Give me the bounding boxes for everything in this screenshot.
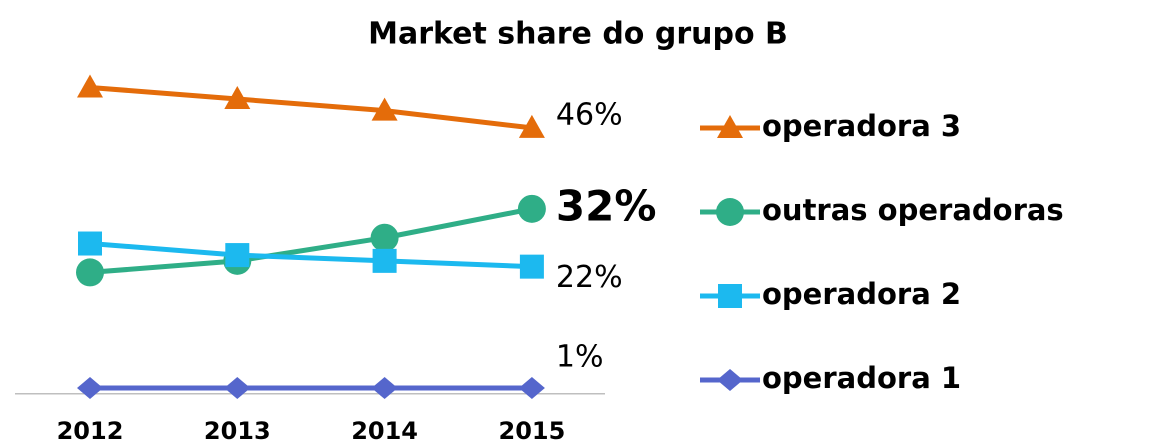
series-line: [89, 206, 533, 275]
series-line: [89, 241, 532, 270]
legend-label: operadora 3: [762, 109, 961, 143]
x-tick-label: 2015: [499, 417, 566, 445]
marker: [518, 114, 545, 138]
data-label: 22%: [556, 260, 623, 295]
chart-title: Market share do grupo B: [368, 17, 788, 52]
series-line: [89, 84, 533, 131]
marker: [716, 198, 744, 226]
marker: [371, 97, 398, 121]
marker: [77, 74, 103, 98]
marker: [519, 254, 544, 279]
marker: [717, 369, 743, 391]
marker: [224, 377, 251, 400]
data-label: 32%: [556, 181, 657, 230]
data-label: 1%: [556, 340, 604, 375]
marker: [224, 86, 251, 110]
marker: [370, 223, 399, 252]
x-tick-label: 2014: [351, 417, 418, 445]
marker: [78, 231, 102, 256]
marker: [517, 194, 546, 223]
marker: [225, 243, 250, 268]
marker: [77, 377, 103, 400]
x-tick-label: 2013: [204, 417, 271, 445]
marker: [518, 377, 545, 400]
legend-label: operadora 2: [762, 277, 961, 311]
marker: [372, 248, 397, 273]
marker: [718, 284, 742, 308]
marker: [371, 377, 398, 400]
data-label: 46%: [556, 97, 623, 132]
legend-label: operadora 1: [762, 361, 961, 395]
marker: [76, 258, 104, 287]
legend-label: outras operadoras: [762, 193, 1064, 227]
x-tick-label: 2012: [57, 417, 124, 445]
marker: [717, 115, 743, 138]
